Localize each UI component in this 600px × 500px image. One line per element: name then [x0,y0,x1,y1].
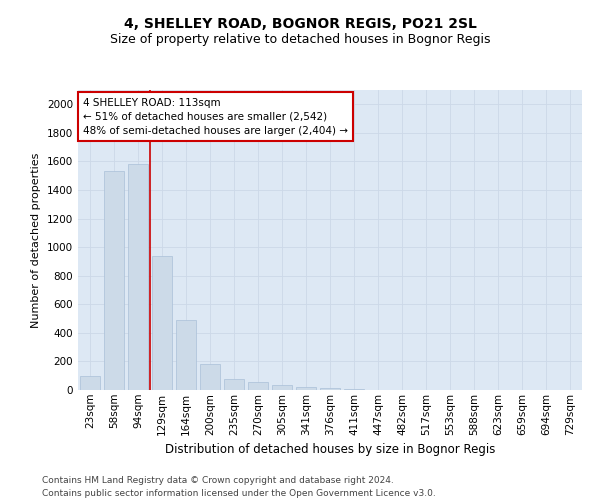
Bar [104,172,124,390]
Text: Size of property relative to detached houses in Bognor Regis: Size of property relative to detached ho… [110,32,490,46]
Bar [296,387,316,390]
Bar [200,364,220,390]
Text: 4, SHELLEY ROAD, BOGNOR REGIS, PO21 2SL: 4, SHELLEY ROAD, BOGNOR REGIS, PO21 2SL [124,18,476,32]
Bar [80,376,100,390]
Bar [176,320,196,390]
Bar [152,256,172,390]
Bar [320,388,340,390]
Bar [128,164,148,390]
X-axis label: Distribution of detached houses by size in Bognor Regis: Distribution of detached houses by size … [165,443,495,456]
Bar [344,389,364,390]
Bar [224,378,244,390]
Bar [248,382,268,390]
Text: 4 SHELLEY ROAD: 113sqm
← 51% of detached houses are smaller (2,542)
48% of semi-: 4 SHELLEY ROAD: 113sqm ← 51% of detached… [83,98,348,136]
Y-axis label: Number of detached properties: Number of detached properties [31,152,41,328]
Text: Contains HM Land Registry data © Crown copyright and database right 2024.
Contai: Contains HM Land Registry data © Crown c… [42,476,436,498]
Bar [272,385,292,390]
